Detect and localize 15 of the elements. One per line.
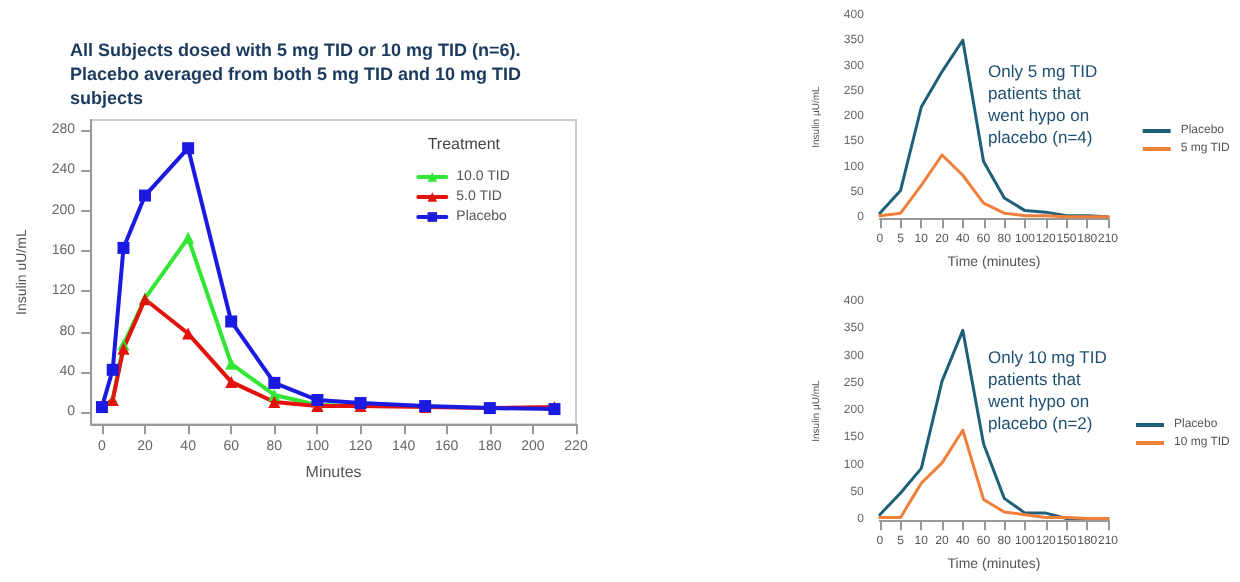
legend-title: Treatment (427, 135, 502, 153)
annotation: Only 10 mg TID patients that went hypo on placebo (n=2) (986, 347, 1112, 433)
point (268, 376, 281, 389)
point (117, 241, 130, 254)
point (139, 189, 152, 202)
chart-title: All Subjects dosed with 5 mg TID or 10 mg TID (n=6). Placebo averaged from both 5 mg TID and 10 mg TID subjects (70, 40, 527, 108)
x-axis-title: Minutes (305, 463, 362, 481)
point (225, 315, 238, 328)
annotation: Only 5 mg TID patients that went hypo on placebo (n=4) (986, 61, 1102, 147)
point (182, 142, 195, 155)
point (311, 394, 324, 407)
point (268, 396, 281, 409)
point (182, 231, 195, 244)
point (106, 363, 119, 376)
point (225, 375, 238, 388)
